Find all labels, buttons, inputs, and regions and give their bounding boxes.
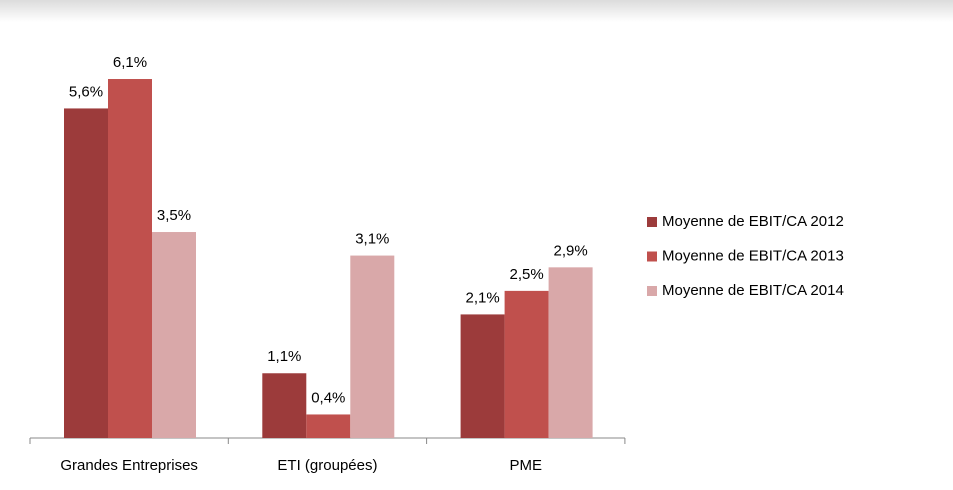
data-label: 1,1% [267,348,301,365]
bar [504,290,549,438]
legend-label: Moyenne de EBIT/CA 2012 [662,213,844,230]
bar [548,267,593,438]
data-label: 2,5% [509,266,543,283]
legend-marker [647,286,657,296]
frame-shadow [0,0,953,22]
bar [306,414,351,438]
legend-label: Moyenne de EBIT/CA 2013 [662,247,844,264]
data-label: 2,1% [465,289,499,306]
data-label: 3,1% [355,231,389,248]
legend-label: Moyenne de EBIT/CA 2014 [662,282,844,299]
bar [460,314,505,438]
data-label: 0,4% [311,389,345,406]
legend-marker [647,217,657,227]
legend-marker [647,251,657,262]
data-label: 3,5% [157,207,191,224]
bar [262,373,307,438]
bar [108,79,152,438]
data-label: 2,9% [553,242,587,259]
bar [64,108,108,438]
data-label: 6,1% [113,54,147,71]
x-tick-label: PME [509,457,542,474]
data-label: 5,6% [69,83,103,100]
bar [152,232,196,438]
x-tick-label: ETI (groupées) [277,457,377,474]
bar [350,255,395,438]
x-tick-label: Grandes Entreprises [60,457,198,474]
